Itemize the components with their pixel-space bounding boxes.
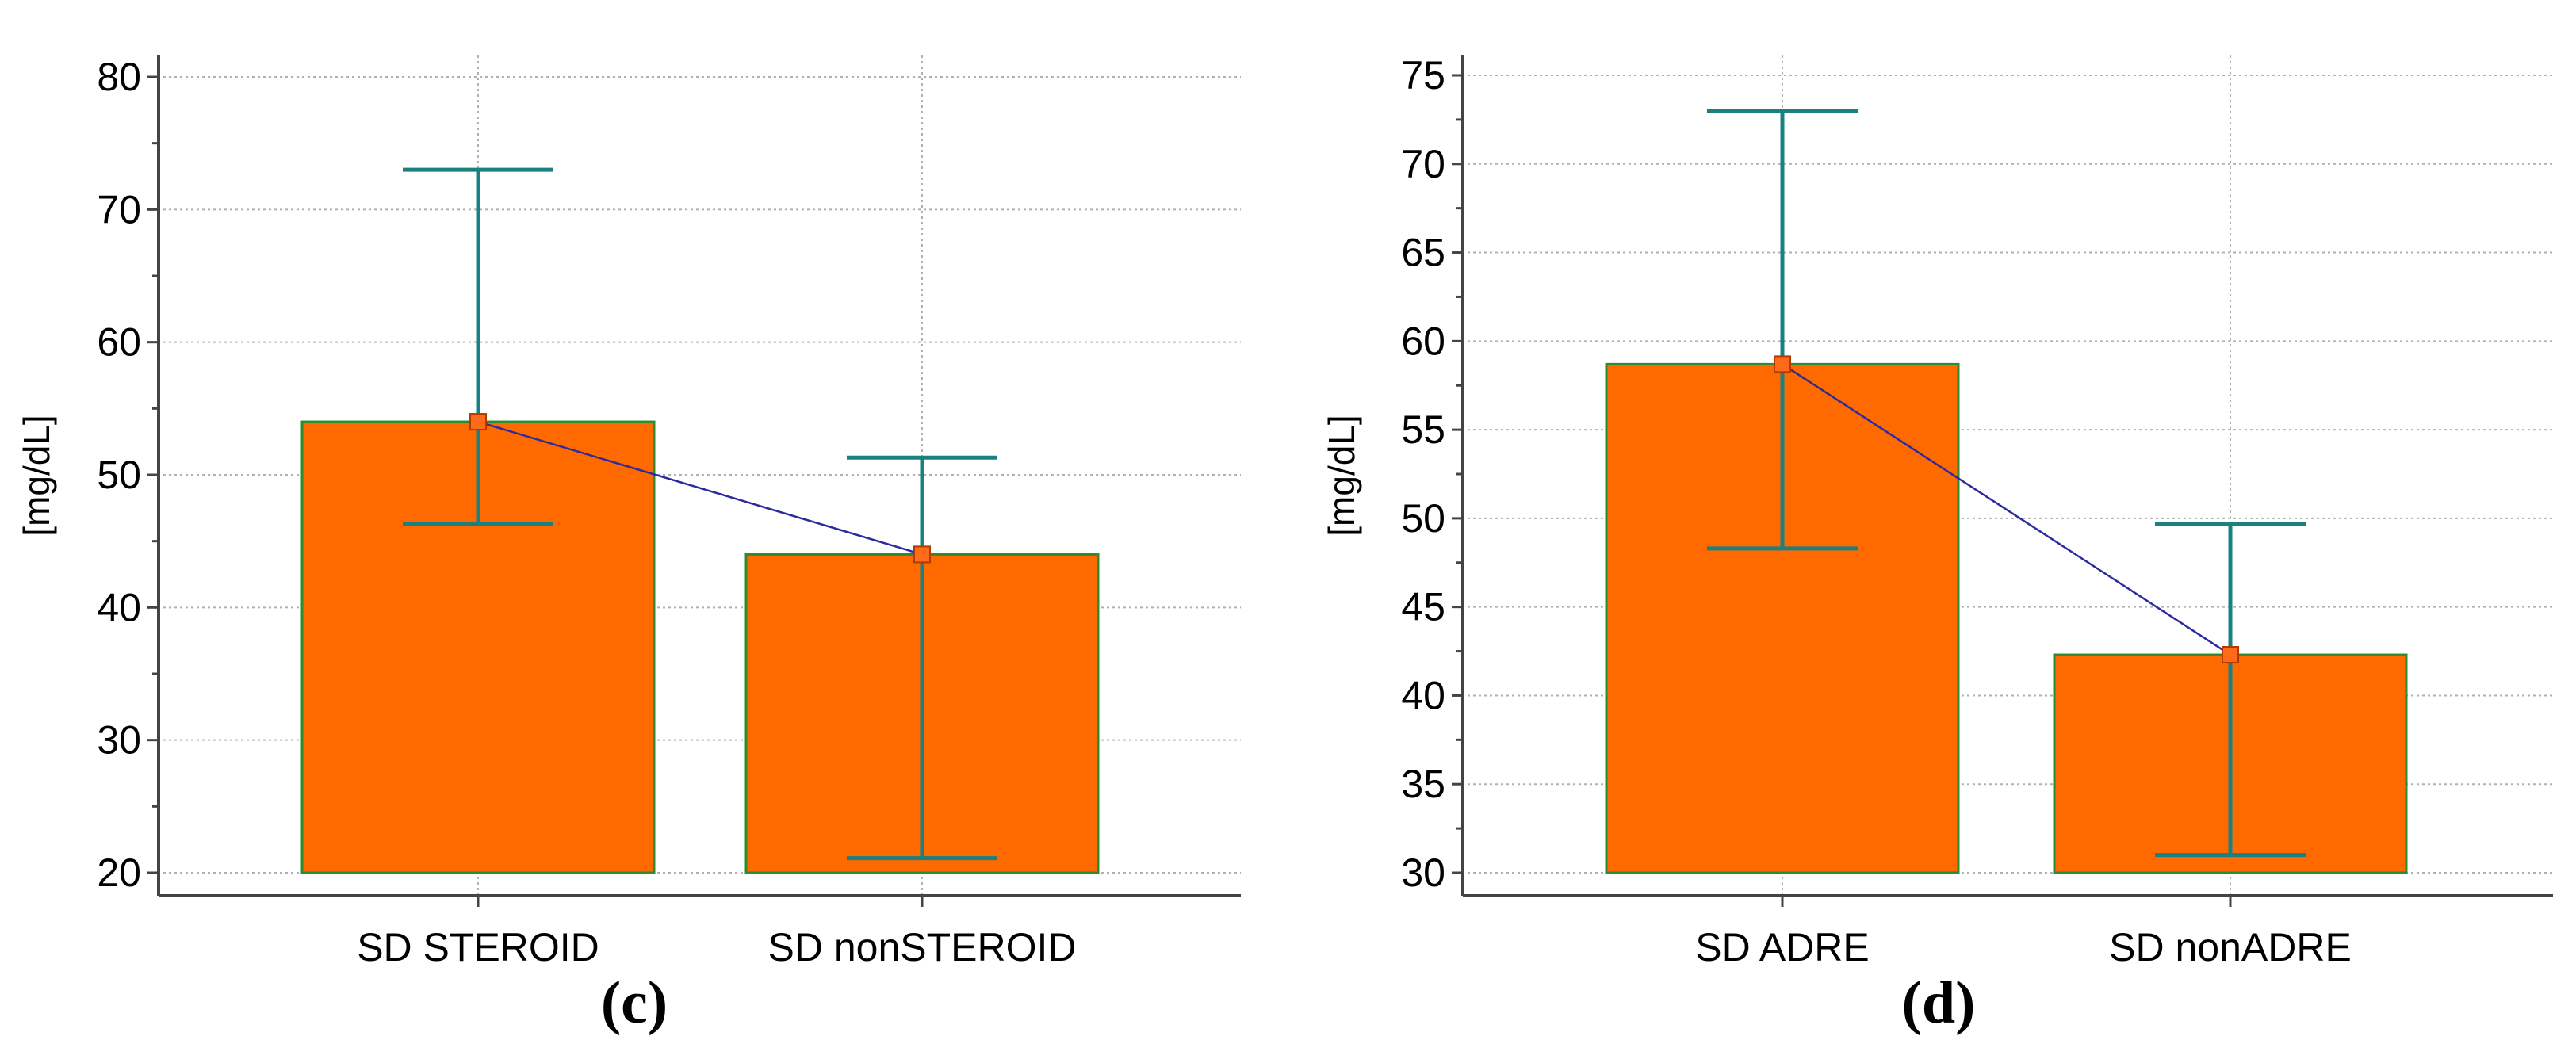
y-tick-label-70: 70: [1401, 142, 1445, 186]
y-tick-label-40: 40: [1401, 673, 1445, 717]
panel-label: (d): [1902, 969, 1976, 1036]
y-tick-label-30: 30: [1401, 851, 1445, 895]
category-label-1: SD nonADRE: [2109, 925, 2352, 969]
mean-connector-line: [1782, 363, 2231, 656]
y-axis-title: [mg/dL]: [1321, 415, 1362, 536]
mean-marker-0: [469, 413, 487, 431]
panel-label: (c): [601, 969, 668, 1036]
y-tick-label-55: 55: [1401, 407, 1445, 452]
category-label-0: SD ADRE: [1695, 925, 1870, 969]
y-tick-label-35: 35: [1401, 762, 1445, 806]
chart-panel-c: 20 30 40 50 60 70 80 SD STEROID SD nonSTEROID [mg…: [16, 55, 1241, 1036]
y-tick-label-40: 40: [97, 585, 141, 629]
chart-panel-d: 30 35 40 45 50 55 60 65 70 75 SD ADRE SD nonADRE [mg…: [1321, 53, 2553, 1036]
y-tick-label-45: 45: [1401, 585, 1445, 629]
y-tick-label-80: 80: [97, 55, 141, 99]
mean-connector-line: [477, 420, 923, 556]
y-tick-label-20: 20: [97, 851, 141, 895]
y-tick-label-30: 30: [97, 718, 141, 763]
y-tick-label-60: 60: [1401, 319, 1445, 363]
y-tick-label-60: 60: [97, 320, 141, 365]
y-tick-label-50: 50: [97, 453, 141, 497]
category-label-0: SD STEROID: [357, 925, 599, 969]
category-label-1: SD nonSTEROID: [767, 925, 1076, 969]
y-tick-label-65: 65: [1401, 231, 1445, 275]
mean-marker-1: [2222, 646, 2239, 664]
mean-marker-1: [913, 545, 931, 564]
y-tick-label-70: 70: [97, 187, 141, 231]
y-tick-label-75: 75: [1401, 53, 1445, 98]
mean-marker-0: [1774, 355, 1791, 373]
y-axis-title: [mg/dL]: [16, 415, 57, 536]
y-tick-label-50: 50: [1401, 496, 1445, 541]
